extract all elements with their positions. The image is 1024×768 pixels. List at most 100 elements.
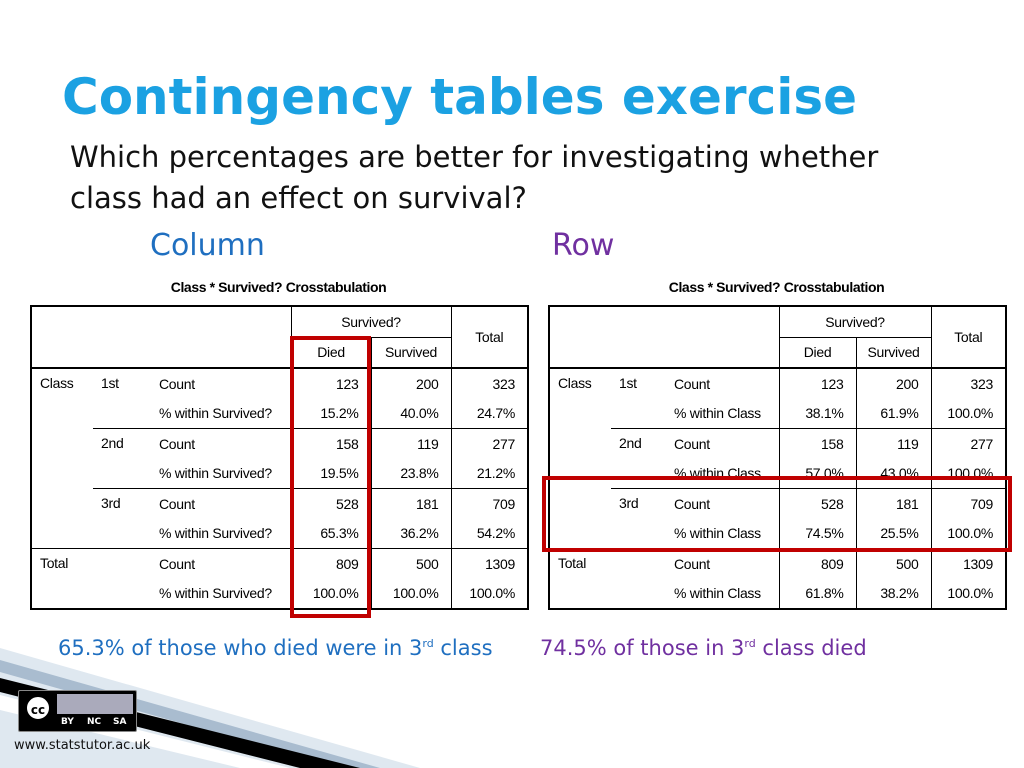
cell-value: 500 [371, 548, 452, 579]
cell-value: 100.0% [947, 525, 994, 542]
group-header: Survived? [290, 306, 452, 338]
cell-value: 65.3% [291, 518, 372, 549]
cell-value: 15.2% [291, 398, 372, 429]
measure: Count [666, 548, 780, 579]
title: Contingency tables exercise [62, 68, 858, 126]
column-header: Died [778, 337, 857, 369]
body-row: % within Class 57.0% 43.0% 100.0% [549, 458, 1006, 489]
decor [0, 648, 420, 768]
cell-value: 181 [371, 488, 452, 519]
header-row: Died Survived [549, 337, 1006, 369]
cell-value: 500 [856, 548, 932, 579]
cell-value: 36.2% [371, 518, 452, 549]
body-row: Total Count 809 500 1309 [549, 548, 1007, 609]
crosstab: Survived? Total Died Survived Class 1st Count 1… [30, 305, 530, 610]
row-group: Class [549, 367, 611, 549]
cell-value: 277 [931, 428, 1007, 459]
body-row: % within Survived? 19.5% 23.8% 21.2% [31, 458, 528, 489]
cell-value: 1309 [451, 548, 529, 579]
cell-value: 38.1% [779, 398, 857, 429]
measure: % within Class [666, 398, 780, 429]
measure: Count [666, 488, 780, 519]
measure: Count [151, 367, 292, 399]
column-header: Total [931, 306, 1007, 369]
question: class had an effect on survival? [70, 181, 527, 215]
body-row: 3rd Count 528 181 709 [31, 488, 529, 549]
header-blank [549, 306, 780, 369]
cell-value: 158 [291, 428, 372, 459]
cell-value: 100.0% [947, 405, 994, 422]
measure: Count [151, 488, 292, 519]
header-row: Survived? Total [549, 306, 1007, 369]
cell-value: 277 [451, 428, 529, 459]
measure: Count [151, 428, 292, 459]
cc-icon: cc [25, 695, 51, 721]
body-row: Class 1st Count 123 200 323 [549, 367, 1007, 549]
cell-value: 100.0% [469, 585, 516, 602]
measure: % within Class [666, 518, 780, 549]
table-title: Class * Survived? Crosstabulation [668, 279, 885, 295]
cell-value: 123 [779, 367, 857, 399]
header-blank [31, 306, 292, 369]
license-term: SA [113, 717, 127, 727]
cell-value: 200 [371, 367, 452, 399]
cell-value: 200 [856, 367, 932, 399]
cell-value: 809 [779, 548, 857, 579]
cell-value: 1309 [931, 548, 1007, 579]
cell-value: 24.7% [476, 405, 516, 422]
highlight [542, 476, 1012, 552]
cell-value: 54.2% [476, 525, 516, 542]
header-row: Survived? Total [31, 306, 529, 369]
cell-value: 23.8% [371, 458, 452, 489]
cell-value: 100.0% [947, 585, 994, 602]
label: Column [150, 228, 265, 263]
measure: % within Survived? [151, 518, 292, 549]
cell-value: 323 [451, 367, 529, 399]
table-title: Class * Survived? Crosstabulation [170, 279, 387, 295]
row-subgroup: 3rd [93, 488, 151, 549]
column-header: Survived [371, 337, 452, 369]
cell-value: 21.2% [476, 465, 516, 482]
body-row: 2nd Count 158 119 277 [31, 428, 529, 489]
measure: Count [666, 428, 780, 459]
cell-value: 38.2% [856, 578, 932, 609]
measure: Count [151, 548, 292, 579]
row-group: Total [549, 548, 666, 609]
body-row: 3rd Count 528 181 709 [549, 488, 1007, 549]
row-subgroup: 3rd [611, 488, 666, 549]
row-subgroup: 1st [611, 367, 666, 429]
body-row: Total Count 809 500 1309 [31, 548, 529, 609]
cell-value: 709 [931, 488, 1007, 519]
caption: 74.5% of those in 3rd class died [540, 636, 867, 660]
icons [57, 694, 133, 714]
measure: % within Survived? [151, 578, 292, 609]
column-header: Died [290, 337, 372, 369]
row-subgroup: 1st [93, 367, 151, 429]
header-row: Died Survived [31, 337, 528, 369]
body-row: % within Survived? 100.0% 100.0% 100.0% [31, 578, 528, 609]
column-header: Survived [856, 337, 932, 369]
row-group: Class [31, 367, 93, 549]
body-row: % within Class 38.1% 61.9% 100.0% [549, 398, 1006, 429]
cell-value: 709 [451, 488, 529, 519]
row-group: Total [31, 548, 151, 609]
body-row: 2nd Count 158 119 277 [549, 428, 1007, 489]
cell-value: 123 [291, 367, 372, 399]
measure: % within Survived? [151, 398, 292, 429]
cell-value: 61.8% [779, 578, 857, 609]
group-header: Survived? [778, 306, 932, 338]
cell-value: 100.0% [291, 578, 372, 609]
question: Which percentages are better for investi… [70, 140, 879, 174]
caption: 65.3% of those who died were in 3rd clas… [58, 636, 493, 660]
body-row: % within Survived? 65.3% 36.2% 54.2% [31, 518, 528, 549]
license-badge: cc BY NC SA [18, 690, 137, 732]
body-row: % within Class 61.8% 38.2% 100.0% [549, 578, 1006, 609]
cell-value: 25.5% [856, 518, 932, 549]
cell-value: 100.0% [371, 578, 452, 609]
measure: % within Class [666, 578, 780, 609]
body-row: % within Survived? 15.2% 40.0% 24.7% [31, 398, 528, 429]
license-term: NC [87, 717, 102, 727]
body-row: Class 1st Count 123 200 323 [31, 367, 529, 549]
cell-value: 528 [779, 488, 857, 519]
